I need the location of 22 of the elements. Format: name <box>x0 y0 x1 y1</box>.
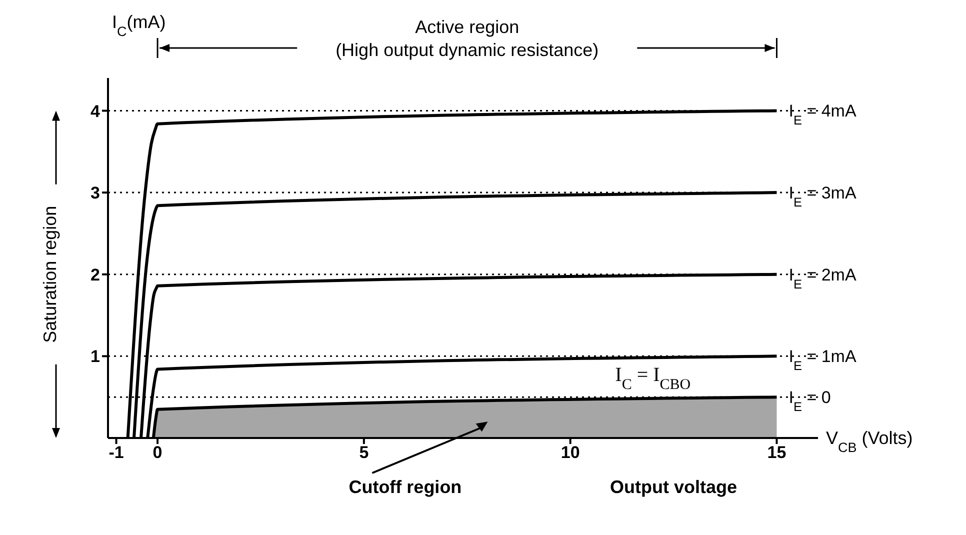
x-tick-label: 15 <box>767 443 786 462</box>
series-label: I$_{E}$ = 1mA <box>788 347 857 373</box>
y-tick-label: 4 <box>90 102 101 121</box>
y-tick-label: 3 <box>90 184 100 203</box>
series-label: I$_{E}$ = 2mA <box>788 265 857 291</box>
series-label: I$_{E}$ = 3mA <box>788 184 857 210</box>
text: (High output dynamic resistance) <box>336 40 599 60</box>
x-tick-label: -1 <box>108 443 124 462</box>
annotation: I$_{C}$ = I$_{CBO}$ <box>615 364 691 394</box>
series-label: I$_{E}$ = 0 <box>788 388 831 414</box>
text: Saturation region <box>40 206 60 343</box>
text: Active region <box>415 17 520 37</box>
text: Output voltage <box>610 477 738 497</box>
series-label: I$_{E}$ = 4mA <box>788 102 857 128</box>
text: Cutoff region <box>348 477 462 497</box>
y-axis-title: I$_{C}$(mA) <box>112 12 166 38</box>
x-tick-label: 0 <box>152 443 162 462</box>
y-tick-label: 1 <box>90 347 100 366</box>
x-tick-label: 10 <box>560 443 580 462</box>
y-tick-label: 2 <box>90 265 100 284</box>
x-tick-label: 5 <box>359 443 369 462</box>
x-axis-title: V$_{CB}$ (Volts) <box>826 428 913 454</box>
